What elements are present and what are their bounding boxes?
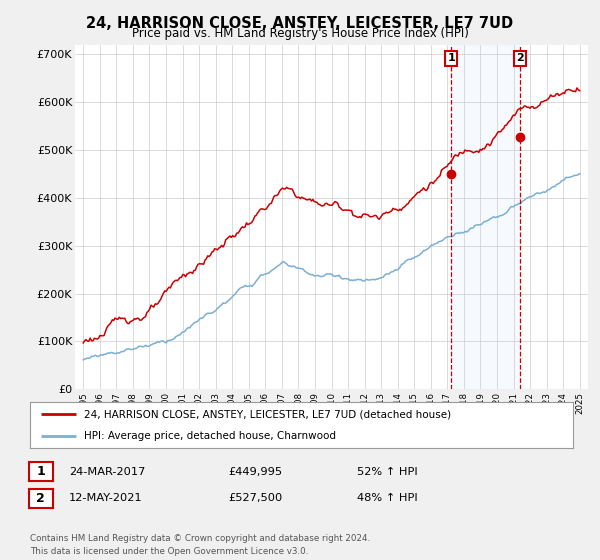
Text: 24-MAR-2017: 24-MAR-2017 — [69, 466, 145, 477]
Text: 1: 1 — [37, 465, 45, 478]
Text: 1: 1 — [447, 53, 455, 63]
Text: Price paid vs. HM Land Registry's House Price Index (HPI): Price paid vs. HM Land Registry's House … — [131, 27, 469, 40]
Text: HPI: Average price, detached house, Charnwood: HPI: Average price, detached house, Char… — [85, 431, 337, 441]
Text: 48% ↑ HPI: 48% ↑ HPI — [357, 493, 418, 503]
Text: £449,995: £449,995 — [228, 466, 282, 477]
Text: 2: 2 — [516, 53, 524, 63]
Text: Contains HM Land Registry data © Crown copyright and database right 2024.
This d: Contains HM Land Registry data © Crown c… — [30, 534, 370, 556]
Text: 2: 2 — [37, 492, 45, 505]
Text: 24, HARRISON CLOSE, ANSTEY, LEICESTER, LE7 7UD (detached house): 24, HARRISON CLOSE, ANSTEY, LEICESTER, L… — [85, 409, 451, 419]
Text: £527,500: £527,500 — [228, 493, 282, 503]
Text: 52% ↑ HPI: 52% ↑ HPI — [357, 466, 418, 477]
Text: 24, HARRISON CLOSE, ANSTEY, LEICESTER, LE7 7UD: 24, HARRISON CLOSE, ANSTEY, LEICESTER, L… — [86, 16, 514, 31]
Text: 12-MAY-2021: 12-MAY-2021 — [69, 493, 143, 503]
Bar — [451, 45, 520, 389]
